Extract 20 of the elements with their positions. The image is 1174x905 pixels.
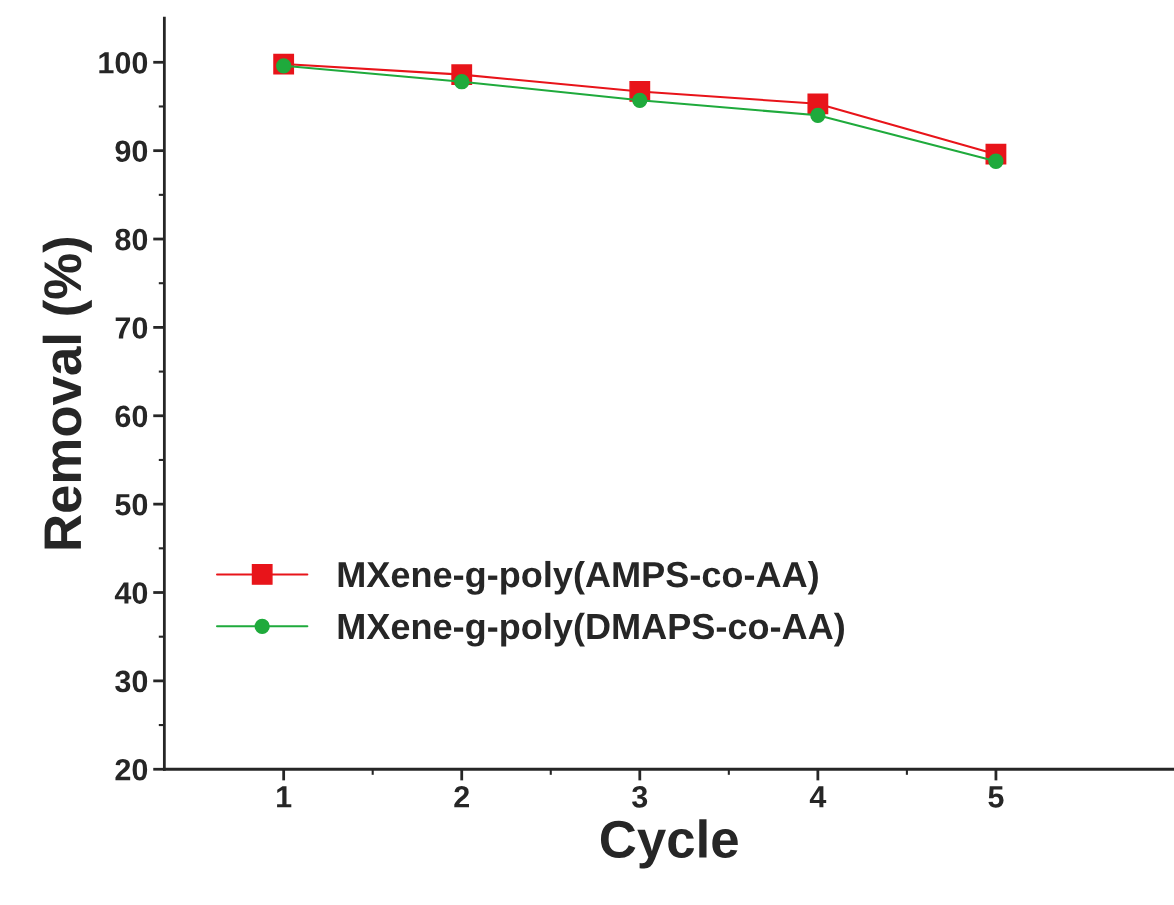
point (810, 107, 826, 123)
x-tick-label: 1 (277, 786, 292, 808)
y-tick-label: 40 (114, 582, 148, 604)
x-tick-label: 3 (632, 786, 648, 808)
y-tick-label: 30 (115, 670, 148, 693)
legend-label: MXene-g-poly(DMAPS-co-AA) (338, 612, 844, 647)
x-axis-title: Cycle (600, 819, 738, 869)
y-tick-label: 100 (99, 52, 148, 74)
legend-label: MXene-g-poly(AMPS-co-AA) (338, 560, 818, 595)
y-tick-label: 80 (115, 228, 148, 251)
y-tick-label: 90 (115, 140, 148, 163)
y-tick-label: 50 (115, 493, 148, 516)
y-tick-label: 70 (115, 317, 148, 339)
point (632, 92, 648, 108)
x-tick-label: 4 (809, 786, 827, 808)
y-tick-label: 60 (115, 405, 148, 428)
x-tick-label: 2 (454, 786, 470, 808)
y-tick-label: 20 (115, 758, 148, 781)
x-tick-label: 5 (988, 786, 1004, 808)
y-axis-title: Removal (%) (42, 237, 92, 549)
